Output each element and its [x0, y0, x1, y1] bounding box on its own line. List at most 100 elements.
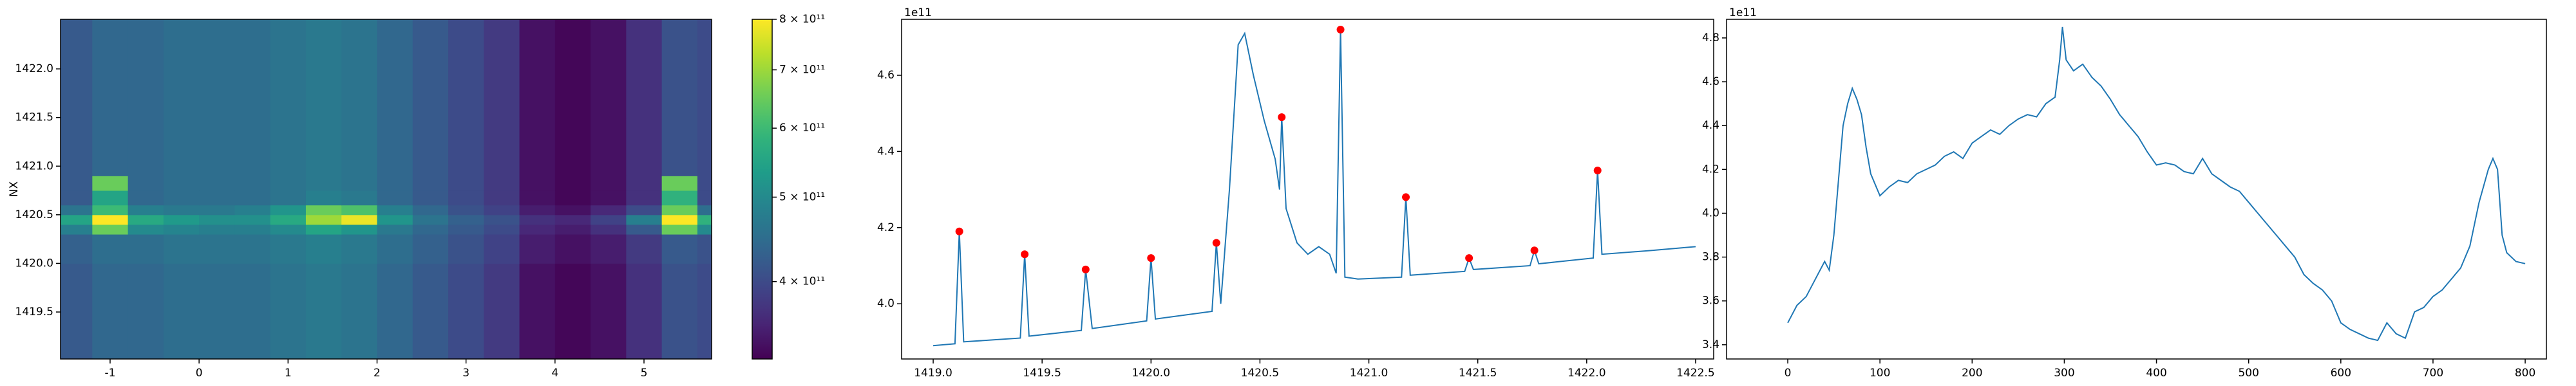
heatmap-cell — [234, 234, 271, 264]
y-tick-label: 4.0 — [877, 297, 895, 310]
heatmap-cell — [92, 117, 129, 176]
heatmap-cell — [519, 224, 556, 235]
heatmap-cell — [234, 263, 271, 360]
heatmap-cell — [199, 234, 235, 264]
heatmap-cell — [626, 224, 663, 235]
heatmap-cell — [234, 224, 271, 235]
heatmap-cell — [626, 234, 663, 264]
x-tick-label: 3 — [462, 367, 469, 380]
heatmap-cell — [92, 176, 129, 191]
heatmap-cell — [626, 176, 663, 191]
heatmap-cell — [661, 190, 698, 206]
y-tick-label: 4.8 — [1702, 32, 1719, 44]
heatmap-cell — [412, 117, 449, 176]
y-tick-label: 4.2 — [1702, 163, 1719, 176]
heatmap-cell — [270, 234, 307, 264]
heatmap-cell — [305, 176, 342, 191]
x-tick-label: 1422.0 — [1567, 367, 1605, 380]
x-tick-label: 400 — [2146, 367, 2166, 380]
x-tick-label: 1 — [285, 367, 292, 380]
heatmap-cell — [305, 19, 342, 118]
heatmap-cell — [661, 214, 698, 225]
heatmap-cell — [305, 117, 342, 176]
heatmap-cell — [519, 205, 556, 216]
y-tick-label: 4.0 — [1702, 207, 1719, 219]
y-tick-label: 1421.5 — [15, 111, 53, 124]
heatmap-cell — [92, 263, 129, 360]
peak-marker — [1081, 265, 1090, 273]
heatmap-cell — [484, 234, 520, 264]
y-tick-label: 3.8 — [1702, 251, 1719, 264]
heatmap-cell — [661, 234, 698, 264]
heatmap-cell — [591, 176, 627, 191]
heatmap-cell — [270, 176, 307, 191]
heatmap-cell — [163, 224, 200, 235]
heatmap-cell — [163, 190, 200, 206]
heatmap-cell — [61, 176, 93, 191]
heatmap-cell — [591, 117, 627, 176]
heatmap-cell — [519, 117, 556, 176]
heatmap-cell — [484, 205, 520, 216]
heatmap-cell — [412, 19, 449, 118]
heatmap-cell — [270, 224, 307, 235]
heatmap-cell — [341, 214, 377, 225]
heatmap-cell — [661, 19, 698, 118]
heatmap-cell — [697, 190, 712, 206]
y-tick-label: 3.6 — [1702, 295, 1719, 308]
x-tick-label: 200 — [1962, 367, 1982, 380]
peak-marker — [1593, 166, 1602, 174]
heatmap-cell — [448, 190, 484, 206]
heatmap-cell — [661, 263, 698, 360]
heatmap-cell — [591, 234, 627, 264]
heatmap-cell — [554, 117, 591, 176]
colorbar-tick-label: 7 × 10¹¹ — [779, 64, 825, 77]
colorbar-tick-label: 4 × 10¹¹ — [779, 275, 825, 288]
heatmap-cell — [519, 190, 556, 206]
heatmap-cell — [412, 205, 449, 216]
heatmap-cell — [270, 19, 307, 118]
heatmap-cell — [377, 214, 413, 225]
heatmap-cell — [61, 234, 93, 264]
heatmap-cell — [128, 234, 164, 264]
heatmap-cell — [234, 205, 271, 216]
heatmap-cell — [377, 176, 413, 191]
data-line — [933, 29, 1696, 347]
heatmap-cell — [234, 117, 271, 176]
peak-marker — [1465, 254, 1473, 262]
peak-marker — [1147, 254, 1155, 262]
y-tick-label: 4.4 — [877, 145, 895, 158]
y-tick-label: 4.4 — [1702, 119, 1719, 132]
heatmap-cell — [591, 205, 627, 216]
heatmap-cell — [448, 205, 484, 216]
peak-marker — [1530, 246, 1539, 255]
heatmap-cell — [697, 234, 712, 264]
heatmap-cell — [199, 214, 235, 225]
heatmap-cell — [61, 19, 93, 118]
x-tick-label: 4 — [551, 367, 558, 380]
heatmap-cell — [199, 263, 235, 360]
heatmap-cell — [92, 214, 129, 225]
heatmap-cell — [554, 19, 591, 118]
heatmap-cell — [626, 19, 663, 118]
heatmap-cell — [128, 117, 164, 176]
heatmap-cell — [341, 117, 377, 176]
heatmap-cell — [697, 117, 712, 176]
plot-frame — [1726, 19, 2547, 360]
heatmap-cell — [199, 176, 235, 191]
heatmap-cell — [341, 234, 377, 264]
heatmap-cell — [591, 19, 627, 118]
x-tick-label: 0 — [196, 367, 203, 380]
heatmap-cell — [305, 214, 342, 225]
heatmap-cell — [61, 214, 93, 225]
heatmap-cell — [128, 190, 164, 206]
heatmap-cell — [163, 176, 200, 191]
heatmap-cell — [554, 205, 591, 216]
heatmap-cell — [448, 234, 484, 264]
offset-label: 1e11 — [1729, 6, 1757, 19]
offset-label: 1e11 — [904, 6, 932, 19]
heatmap-cell — [519, 176, 556, 191]
heatmap-cell — [697, 224, 712, 235]
heatmap-cell — [234, 19, 271, 118]
heatmap-cell — [448, 19, 484, 118]
plot-frame — [60, 19, 712, 360]
